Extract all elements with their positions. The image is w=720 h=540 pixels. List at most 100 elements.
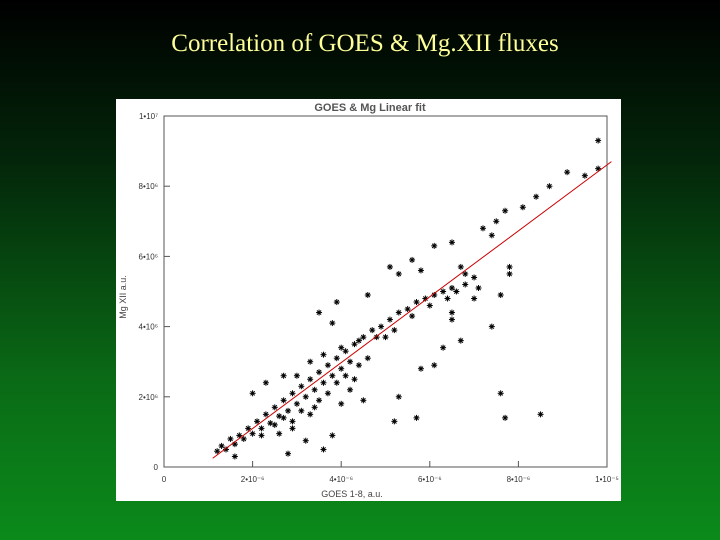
data-point <box>475 284 482 291</box>
data-point <box>280 372 287 379</box>
data-point <box>369 327 376 334</box>
data-point <box>262 379 269 386</box>
data-point <box>537 411 544 418</box>
data-point <box>409 313 416 320</box>
data-point <box>333 299 340 306</box>
data-point <box>488 323 495 330</box>
data-point <box>502 414 509 421</box>
data-point <box>391 418 398 425</box>
data-point <box>280 397 287 404</box>
data-point <box>276 430 283 437</box>
data-point <box>581 172 588 179</box>
data-point <box>448 309 455 316</box>
data-point <box>355 337 362 344</box>
x-axis-label: GOES 1-8, a.u. <box>321 489 383 499</box>
data-point <box>271 421 278 428</box>
data-point <box>564 169 571 176</box>
data-point <box>417 365 424 372</box>
data-point <box>316 397 323 404</box>
x-tick-label: 0 <box>162 475 167 484</box>
data-point <box>249 430 256 437</box>
data-point <box>298 407 305 414</box>
data-point <box>448 284 455 291</box>
scatter-points <box>214 137 602 460</box>
data-point <box>333 355 340 362</box>
fit-line-layer <box>212 161 612 459</box>
data-point <box>488 232 495 239</box>
data-point <box>391 327 398 334</box>
data-point <box>293 400 300 407</box>
data-point <box>302 393 309 400</box>
data-point <box>493 218 500 225</box>
data-point <box>378 323 385 330</box>
data-point <box>240 435 247 442</box>
x-tick-label: 8•10⁻⁶ <box>507 475 531 484</box>
data-point <box>320 351 327 358</box>
scatter-chart: GOES & Mg Linear fit GOES 1-8, a.u. Mg X… <box>118 102 619 499</box>
data-point <box>360 397 367 404</box>
data-point <box>471 295 478 302</box>
data-point <box>471 274 478 281</box>
data-point <box>453 288 460 295</box>
data-point <box>258 432 265 439</box>
data-point <box>338 365 345 372</box>
y-tick-label: 8•10⁶ <box>139 182 158 191</box>
data-point <box>395 270 402 277</box>
data-point <box>409 256 416 263</box>
data-point <box>546 183 553 190</box>
y-tick-label: 1•10⁷ <box>139 112 158 121</box>
data-point <box>417 267 424 274</box>
data-point <box>342 348 349 355</box>
data-point <box>386 316 393 323</box>
data-point <box>386 263 393 270</box>
data-point <box>249 390 256 397</box>
data-point <box>595 165 602 172</box>
data-point <box>448 239 455 246</box>
data-point <box>431 362 438 369</box>
data-point <box>333 379 340 386</box>
data-point <box>307 358 314 365</box>
x-tick-label: 6•10⁻⁶ <box>418 475 442 484</box>
data-point <box>338 344 345 351</box>
data-point <box>497 390 504 397</box>
data-point <box>285 450 292 457</box>
data-point <box>595 137 602 144</box>
data-point <box>506 270 513 277</box>
data-point <box>329 320 336 327</box>
data-point <box>316 309 323 316</box>
y-axis-label: Mg XII a.u. <box>118 275 128 319</box>
slide-title: Correlation of GOES & Mg.XII fluxes <box>171 30 559 57</box>
data-point <box>316 369 323 376</box>
data-point <box>302 437 309 444</box>
data-point <box>262 411 269 418</box>
data-point <box>347 358 354 365</box>
data-point <box>214 448 221 455</box>
data-point <box>457 337 464 344</box>
data-point <box>533 193 540 200</box>
data-point <box>440 344 447 351</box>
data-point <box>448 316 455 323</box>
data-point <box>360 334 367 341</box>
data-point <box>502 207 509 214</box>
data-point <box>347 386 354 393</box>
data-point <box>413 299 420 306</box>
data-point <box>311 386 318 393</box>
data-point <box>311 404 318 411</box>
data-point <box>355 362 362 369</box>
data-point <box>413 414 420 421</box>
data-point <box>364 292 371 299</box>
data-point <box>497 292 504 299</box>
data-point <box>254 418 261 425</box>
data-point <box>289 390 296 397</box>
x-tick-label: 4•10⁻⁶ <box>329 475 353 484</box>
axis-ticks: 0 2•10⁻⁶ 4•10⁻⁶ 6•10⁻⁶ 8•10⁻⁶ 1•10⁻⁵ 0 2•10⁶ 4•1… <box>139 112 619 484</box>
chart-title: GOES & Mg Linear fit <box>314 102 426 114</box>
data-point <box>395 309 402 316</box>
data-point <box>324 390 331 397</box>
data-point <box>351 376 358 383</box>
data-point <box>307 376 314 383</box>
data-point <box>280 414 287 421</box>
data-point <box>457 263 464 270</box>
data-point <box>395 393 402 400</box>
y-tick-label: 6•10⁶ <box>139 252 158 261</box>
